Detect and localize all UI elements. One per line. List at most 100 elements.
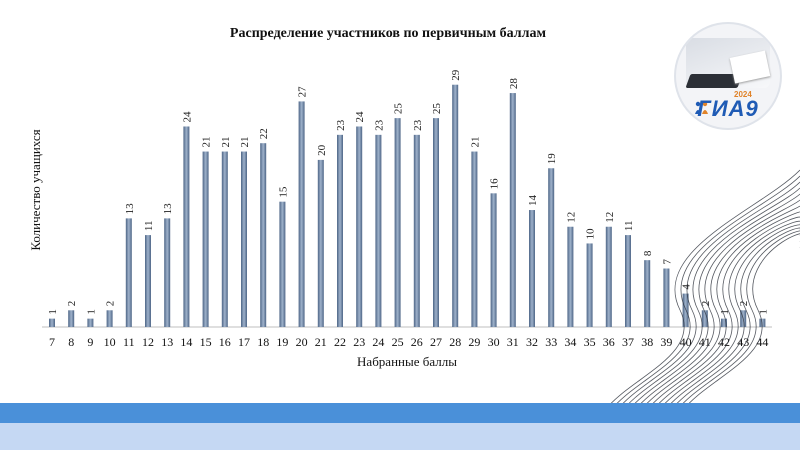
data-label-39: 7: [661, 259, 673, 265]
x-tick-17: 17: [238, 335, 250, 349]
data-label-14: 24: [181, 111, 193, 123]
bar-32: [529, 210, 535, 327]
x-tick-13: 13: [161, 335, 173, 349]
data-label-23: 24: [354, 111, 366, 123]
x-axis-label: Набранные баллы: [357, 354, 457, 369]
data-label-42: 1: [719, 309, 731, 315]
bar-26: [413, 134, 420, 327]
bar-44: [759, 318, 766, 327]
bar-18: [260, 143, 267, 327]
x-tick-18: 18: [257, 335, 269, 349]
x-tick-21: 21: [315, 335, 327, 349]
bar-28: [452, 84, 459, 327]
data-label-31: 28: [508, 78, 520, 90]
data-label-41: 2: [700, 301, 712, 307]
bars-group: 1728192101311111213132414211521162117221…: [47, 69, 769, 349]
x-tick-42: 42: [718, 335, 730, 349]
footer-band-dark: [0, 403, 800, 423]
logo-text: ГИА9: [697, 96, 759, 121]
bar-16: [221, 151, 228, 327]
data-label-21: 20: [316, 144, 328, 156]
x-tick-20: 20: [296, 335, 308, 349]
bar-39: [663, 268, 670, 327]
data-label-13: 13: [162, 203, 174, 215]
x-tick-33: 33: [545, 335, 557, 349]
data-label-44: 1: [757, 309, 769, 315]
x-tick-22: 22: [334, 335, 346, 349]
bar-30: [490, 193, 497, 327]
data-label-11: 13: [124, 203, 136, 215]
bar-21: [317, 159, 324, 327]
data-label-12: 11: [143, 221, 155, 232]
bar-15: [202, 151, 209, 327]
bar-40: [682, 293, 689, 327]
bar-33: [548, 168, 555, 327]
bar-25: [394, 118, 401, 328]
x-tick-27: 27: [430, 335, 442, 349]
bar-12: [145, 235, 151, 327]
x-tick-25: 25: [392, 335, 404, 349]
bar-7: [49, 318, 55, 327]
bar-11: [125, 218, 132, 327]
x-tick-35: 35: [584, 335, 596, 349]
data-label-22: 23: [335, 119, 347, 131]
bar-42: [721, 318, 727, 327]
x-tick-19: 19: [276, 335, 288, 349]
data-label-18: 22: [258, 128, 270, 139]
x-tick-43: 43: [737, 335, 749, 349]
x-tick-9: 9: [87, 335, 93, 349]
data-label-38: 8: [642, 250, 654, 256]
bar-27: [433, 118, 439, 328]
data-label-34: 12: [565, 212, 577, 223]
data-label-33: 19: [546, 153, 558, 165]
x-tick-24: 24: [372, 335, 384, 349]
x-tick-40: 40: [680, 335, 692, 349]
bar-29: [471, 151, 478, 327]
x-tick-10: 10: [104, 335, 116, 349]
data-label-20: 27: [297, 86, 309, 98]
chart-title: Распределение участников по первичным ба…: [230, 26, 547, 41]
data-label-9: 1: [85, 309, 97, 315]
data-label-37: 11: [623, 221, 635, 232]
bar-20: [298, 101, 305, 327]
bar-37: [625, 235, 631, 327]
footer-band-light: [0, 423, 800, 450]
x-tick-39: 39: [660, 335, 672, 349]
data-label-43: 2: [738, 301, 750, 307]
x-tick-30: 30: [488, 335, 500, 349]
data-label-24: 23: [373, 119, 385, 131]
bar-13: [164, 218, 171, 327]
x-tick-14: 14: [180, 335, 192, 349]
data-label-29: 21: [469, 137, 481, 148]
data-label-30: 16: [489, 178, 501, 190]
x-tick-38: 38: [641, 335, 653, 349]
data-label-19: 15: [277, 186, 289, 198]
x-tick-26: 26: [411, 335, 423, 349]
x-tick-31: 31: [507, 335, 519, 349]
data-label-16: 21: [220, 137, 232, 148]
bar-41: [701, 310, 708, 327]
data-label-35: 10: [585, 228, 597, 240]
logo-year: 2024: [734, 90, 752, 99]
data-label-25: 25: [393, 103, 405, 115]
bar-34: [567, 226, 574, 327]
data-label-17: 21: [239, 137, 251, 148]
x-tick-37: 37: [622, 335, 634, 349]
bar-9: [87, 318, 94, 327]
x-tick-32: 32: [526, 335, 538, 349]
x-tick-7: 7: [49, 335, 55, 349]
y-axis-label: Количество учащихся: [28, 129, 43, 250]
data-label-32: 14: [527, 195, 539, 207]
x-tick-15: 15: [200, 335, 212, 349]
x-tick-29: 29: [468, 335, 480, 349]
data-label-10: 2: [105, 301, 117, 307]
bar-24: [375, 134, 382, 327]
x-tick-8: 8: [68, 335, 74, 349]
bar-23: [356, 126, 363, 327]
bar-22: [337, 134, 343, 327]
data-label-36: 12: [604, 212, 616, 223]
data-label-26: 23: [412, 119, 424, 131]
bar-8: [68, 310, 75, 327]
x-tick-36: 36: [603, 335, 615, 349]
bar-38: [644, 260, 651, 327]
